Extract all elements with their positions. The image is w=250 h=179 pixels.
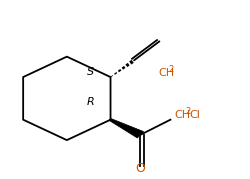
Text: CH: CH: [157, 68, 174, 78]
Text: Cl: Cl: [188, 110, 199, 120]
Text: 2: 2: [184, 107, 190, 116]
Polygon shape: [109, 119, 143, 138]
Text: R: R: [86, 97, 94, 107]
Text: 2: 2: [168, 65, 173, 74]
Text: S: S: [87, 67, 94, 77]
Text: CH: CH: [174, 110, 190, 120]
Text: O: O: [135, 162, 145, 175]
